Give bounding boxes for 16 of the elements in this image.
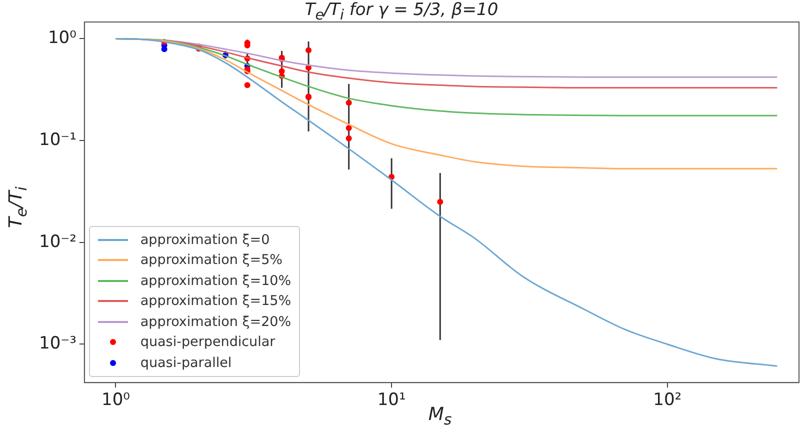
legend-label: quasi-parallel (140, 354, 232, 371)
y-tick-label: 10⁻² (39, 232, 76, 252)
y-tick-label: 10⁻³ (39, 334, 76, 354)
legend-label: approximation ξ=0 (140, 232, 270, 248)
legend-label: quasi-perpendicular (140, 334, 276, 350)
legend-label: approximation ξ=20% (140, 314, 292, 330)
x-tick-label: 10¹ (377, 390, 406, 410)
y-tick-label: 10⁻¹ (39, 130, 76, 150)
legend-label: approximation ξ=15% (140, 293, 292, 310)
legend-label: approximation ξ=10% (140, 272, 292, 289)
x-axis-title: M$_{s}$ (428, 404, 452, 429)
y-tick-label: 10⁰ (48, 28, 77, 48)
legend-label: approximation ξ=5% (140, 252, 282, 268)
x-tick-label: 10² (653, 390, 682, 410)
chart-title: T$_{e}$/T$_{i}$ for γ = 5/3, β=10 (304, 0, 500, 24)
x-tick-label: 10⁰ (102, 390, 130, 410)
